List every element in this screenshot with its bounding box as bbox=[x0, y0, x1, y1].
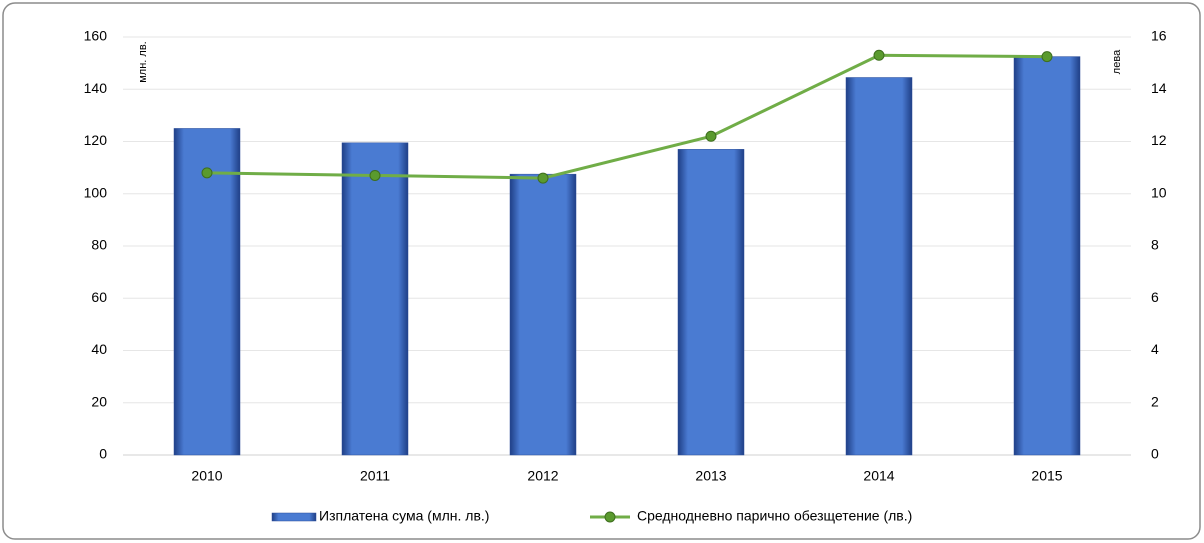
x-tick-label: 2013 bbox=[695, 468, 726, 484]
line-marker bbox=[705, 130, 717, 142]
y-tick-label: 40 bbox=[91, 341, 107, 357]
y-tick-label: 140 bbox=[84, 80, 108, 96]
line-marker bbox=[369, 169, 381, 181]
y-tick-label: 20 bbox=[91, 393, 107, 409]
y-tick-label: 160 bbox=[84, 28, 108, 44]
line-marker bbox=[1041, 51, 1053, 63]
bar bbox=[845, 77, 913, 456]
y2-tick-label: 2 bbox=[1151, 393, 1159, 409]
y-tick-label: 120 bbox=[84, 132, 108, 148]
x-tick-label: 2015 bbox=[1031, 468, 1062, 484]
x-tick-label: 2014 bbox=[863, 468, 894, 484]
y2-tick-label: 10 bbox=[1151, 184, 1167, 200]
y-axis-label: млн. лв. bbox=[137, 41, 149, 83]
legend-swatch bbox=[271, 512, 317, 522]
bar bbox=[173, 128, 241, 456]
y2-axis-label: лева bbox=[1111, 49, 1123, 74]
y2-tick-label: 14 bbox=[1151, 80, 1167, 96]
y-tick-label: 80 bbox=[91, 237, 107, 253]
bar bbox=[677, 149, 745, 456]
bar bbox=[1013, 56, 1081, 456]
line-marker bbox=[537, 172, 549, 184]
y2-tick-label: 8 bbox=[1151, 237, 1159, 253]
y2-tick-label: 16 bbox=[1151, 28, 1167, 44]
bar bbox=[341, 142, 409, 456]
legend-label: Изплатена сума (млн. лв.) bbox=[319, 508, 489, 524]
line bbox=[206, 53, 1048, 180]
y2-tick-label: 0 bbox=[1151, 446, 1159, 462]
legend-marker bbox=[604, 511, 616, 523]
y2-tick-label: 12 bbox=[1151, 132, 1167, 148]
bar bbox=[509, 173, 577, 456]
x-tick-label: 2012 bbox=[527, 468, 558, 484]
x-tick-label: 2011 bbox=[360, 468, 390, 484]
line-marker bbox=[201, 167, 213, 179]
legend-label: Среднодневно парично обезщетение (лв.) bbox=[637, 508, 912, 524]
y-tick-label: 100 bbox=[84, 184, 108, 200]
y2-tick-label: 4 bbox=[1151, 341, 1159, 357]
y2-tick-label: 6 bbox=[1151, 289, 1159, 305]
y-tick-label: 0 bbox=[99, 446, 107, 462]
x-tick-label: 2010 bbox=[191, 468, 222, 484]
y-tick-label: 60 bbox=[91, 289, 107, 305]
line-marker bbox=[873, 49, 885, 61]
